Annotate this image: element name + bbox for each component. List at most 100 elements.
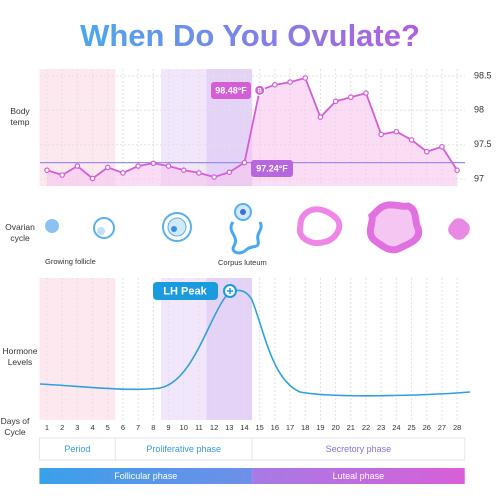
temp-point: [150, 160, 157, 167]
day-label: 11: [195, 423, 203, 432]
temp-point: [211, 174, 217, 180]
temp-point: [332, 98, 339, 105]
day-label: 17: [286, 423, 294, 432]
day-label: 15: [255, 423, 263, 432]
lh-peak-box: [153, 282, 218, 300]
row-label: Days of Cycle: [0, 416, 30, 437]
phase-bar: [252, 468, 465, 484]
temp-point: [59, 172, 65, 178]
stage-label: Corpus luteum: [218, 258, 267, 267]
ruptured-follicle: [229, 221, 263, 255]
temp-point: [89, 175, 96, 182]
follicle: [171, 226, 177, 232]
day-label: 24: [392, 423, 400, 432]
lh-curve: [39, 289, 471, 397]
temp-point: [104, 164, 111, 171]
day-label: 2: [60, 423, 64, 432]
day-label: 3: [75, 423, 79, 432]
temp-point: [347, 94, 354, 101]
day-label: 18: [301, 423, 309, 432]
period-band: [39, 278, 116, 420]
day-label: 21: [347, 423, 355, 432]
callout-label: 98.48°F: [215, 85, 247, 95]
follicle: [45, 219, 59, 233]
day-label: 8: [151, 423, 155, 432]
phase-label: Period: [64, 444, 90, 454]
phase-bar-label: Luteal phase: [333, 471, 385, 481]
temp-point: [363, 90, 369, 96]
day-label: 27: [438, 423, 446, 432]
callout-label: 97.24°F: [256, 163, 288, 173]
temp-point: [196, 170, 202, 176]
temp-point: [408, 137, 415, 143]
corpus-luteum: [296, 206, 343, 246]
y-tick-label: 98: [474, 105, 484, 115]
peak-marker-label: B: [257, 88, 262, 94]
day-label: 14: [240, 423, 248, 432]
follicle: [93, 217, 115, 239]
temp-point: [423, 148, 430, 155]
hormone-panel: 1 2 3 4 5 6 7 8 9 10 11 12 13 14 15 16 17 18 19 20 21 22 23 24 2…: [39, 278, 461, 432]
day-label: 1: [45, 423, 49, 432]
stage-label: Growing follicle: [45, 257, 96, 266]
day-label: 4: [90, 423, 94, 432]
temp-point: [454, 167, 460, 173]
day-label: 23: [377, 423, 385, 432]
temp-point: [302, 75, 309, 81]
temp-point: [241, 159, 248, 166]
row-label: Hormone Levels: [2, 346, 38, 367]
day-label: 12: [210, 423, 218, 432]
phase-label: Secretory phase: [326, 444, 392, 454]
phase-rows: Period Proliferative phase Secretory phase…: [38, 437, 466, 484]
temp-point: [287, 79, 293, 85]
day-label: 6: [121, 423, 125, 432]
day-label: 16: [271, 423, 279, 432]
temp-point: [135, 163, 141, 169]
row-label: Ovarian cycle: [5, 222, 35, 243]
y-tick-label: 97: [474, 173, 484, 183]
temp-point: [74, 163, 81, 169]
follicle: [167, 217, 187, 237]
temp-line: [46, 76, 458, 180]
callout-box: [251, 160, 293, 177]
y-axis-label: Body temp: [10, 106, 30, 127]
phase-label: Proliferative phase: [146, 444, 221, 454]
temp-point: [44, 167, 50, 173]
callout-box: [211, 82, 251, 99]
title: When Do You Ovulate?: [80, 18, 420, 53]
temp-point: [226, 169, 233, 176]
corpus-albicans: [448, 218, 470, 240]
temp-point: [439, 143, 445, 150]
y-tick-label: 97.5: [474, 139, 492, 149]
temp-panel: 97 97.5 98 98.5 98.48°F B 97.24°F: [39, 69, 492, 186]
follicle: [97, 227, 105, 235]
temp-area: [47, 77, 458, 186]
phase-bar-label: Follicular phase: [114, 471, 177, 481]
day-label: 25: [407, 423, 415, 432]
day-label: 22: [362, 423, 370, 432]
temp-point: [378, 131, 384, 138]
day-label: 26: [423, 423, 431, 432]
day-label: 10: [180, 423, 188, 432]
day-label: 19: [316, 423, 324, 432]
egg: [240, 209, 246, 215]
temp-point: [393, 128, 400, 135]
phase-bar: [39, 468, 253, 484]
day-label: 13: [225, 423, 233, 432]
day-label: 7: [136, 423, 140, 432]
corpus-luteum: [366, 201, 423, 254]
temp-point: [272, 82, 278, 88]
temp-point: [165, 163, 172, 169]
temp-point: [180, 167, 187, 173]
day-label: 9: [166, 423, 170, 432]
peak-marker: [254, 84, 266, 96]
lh-peak-label: LH Peak: [163, 285, 207, 297]
temp-point: [317, 114, 324, 120]
ovulation-band: [206, 278, 253, 420]
y-tick-label: 98.5: [474, 70, 492, 80]
day-label: 28: [453, 423, 461, 432]
day-label: 20: [331, 423, 339, 432]
ovarian-shapes: [45, 201, 470, 255]
